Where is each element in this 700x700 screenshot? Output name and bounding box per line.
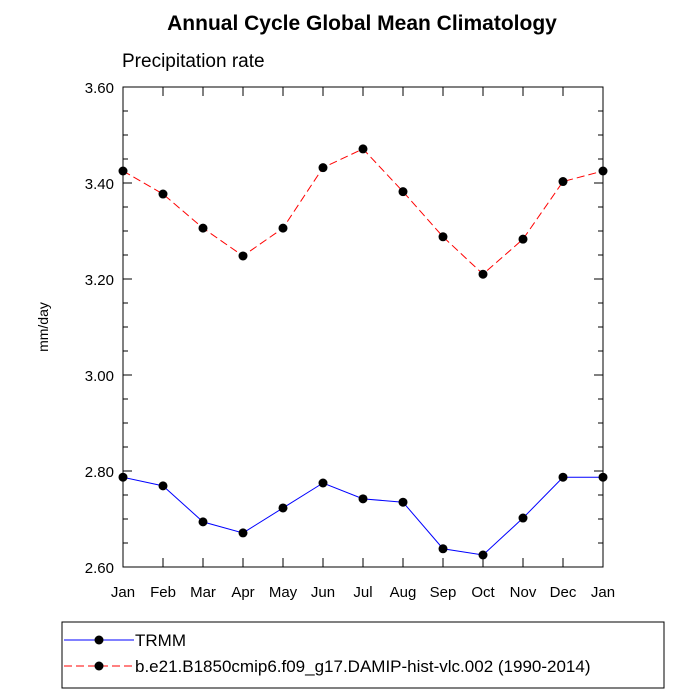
series-line [122,476,603,556]
data-point [598,166,608,176]
series-1 [118,472,608,560]
x-tick-label: Jun [311,584,335,601]
chart-title: Annual Cycle Global Mean Climatology [167,12,557,35]
y-tick-label: 3.00 [85,368,114,385]
series-layer [118,144,608,560]
y-axis-label: mm/day [35,302,51,352]
legend-label: TRMM [135,631,186,650]
x-tick-label: Oct [471,584,495,601]
legend-entry-2: b.e21.B1850cmip6.f09_g17.DAMIP-hist-vlc.… [64,657,591,676]
data-point [598,472,608,482]
x-tick-label: Sep [430,584,457,601]
y-tick-label: 3.20 [85,272,114,289]
x-tick-label: Nov [510,584,537,601]
data-point [558,472,568,482]
chart-subtitle: Precipitation rate [122,51,265,72]
data-point [118,166,128,176]
data-point [158,189,168,199]
y-tick-label: 3.60 [85,80,114,97]
x-tick-label: May [269,584,298,601]
legend-box [61,621,665,689]
series-line [122,148,604,275]
data-point [238,528,248,538]
x-tick-label: Dec [550,584,577,601]
data-point [198,223,208,233]
legend-marker [94,635,104,645]
x-tick-label: Aug [390,584,417,601]
data-point [558,177,568,187]
y-tick-label: 2.60 [85,560,114,577]
x-axis-ticks: Jan Feb Mar Apr May Jun Jul Aug Sep Oct Nov Dec Jan [111,87,615,601]
x-tick-label: Feb [150,584,176,601]
data-point [278,223,288,233]
y-tick-label: 2.80 [85,464,114,481]
x-tick-label: Mar [190,584,216,601]
legend-entries: TRMM b.e21.B1850cmip6.f09_g17.DAMIP-hist-… [64,631,591,676]
data-point [318,478,328,488]
data-point [278,503,288,513]
data-point [438,544,448,554]
legend: TRMM b.e21.B1850cmip6.f09_g17.DAMIP-hist-… [61,621,665,689]
data-point [518,234,528,244]
data-point [198,517,208,527]
x-tick-label: Jul [353,584,372,601]
series-2 [118,144,608,279]
data-point [238,251,248,261]
legend-entry-1: TRMM [64,631,186,650]
data-point [478,269,488,279]
data-point [118,472,128,482]
data-point [398,497,408,507]
y-axis-ticks: 2.60 2.80 3.00 3.20 3.40 3.60 [85,80,603,577]
data-point [358,144,368,154]
legend-marker [94,661,104,671]
data-point [358,494,368,504]
data-point [518,513,528,523]
data-point [318,163,328,173]
x-tick-label: Apr [231,584,254,601]
data-point [398,187,408,197]
y-tick-label: 3.40 [85,176,114,193]
x-tick-label: Jan [591,584,615,601]
x-tick-label: Jan [111,584,135,601]
data-point [158,481,168,491]
data-point [478,550,488,560]
legend-label: b.e21.B1850cmip6.f09_g17.DAMIP-hist-vlc.… [135,657,591,676]
data-point [438,232,448,242]
